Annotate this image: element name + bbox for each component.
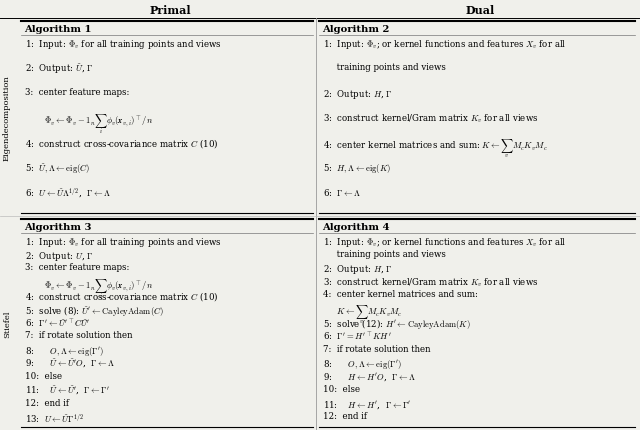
Text: Algorithm 3: Algorithm 3: [24, 222, 92, 231]
Text: 2:  Output: $H$, $\Gamma$: 2: Output: $H$, $\Gamma$: [323, 263, 393, 276]
Text: Eigendecomposition: Eigendecomposition: [3, 75, 11, 160]
Text: 1:  Input: $\Phi_v$ for all training points and views: 1: Input: $\Phi_v$ for all training poin…: [25, 38, 222, 51]
Text: 4:  center kernel matrices and sum: $K \leftarrow \sum_v M_c K_v M_c$: 4: center kernel matrices and sum: $K \l…: [323, 137, 548, 160]
Text: Algorithm 2: Algorithm 2: [322, 25, 389, 34]
Text: 8:      $O, \boldsymbol{\Lambda} \leftarrow \mathrm{eig}(\Gamma')$: 8: $O, \boldsymbol{\Lambda} \leftarrow \…: [323, 357, 402, 370]
Text: 10:  else: 10: else: [323, 384, 360, 393]
Text: 5:  solve (12): $H' \leftarrow \mathrm{CayleyAdam}(K)$: 5: solve (12): $H' \leftarrow \mathrm{Ca…: [323, 316, 470, 331]
Text: 6:  $\Gamma' = H'^\top K H'$: 6: $\Gamma' = H'^\top K H'$: [323, 330, 392, 343]
Text: 12:  end if: 12: end if: [25, 398, 69, 407]
Text: 1:  Input: $\Phi_v$; or kernel functions and features $X_v$ for all: 1: Input: $\Phi_v$; or kernel functions …: [323, 38, 566, 51]
Text: $\Phi_v \leftarrow \Phi_v - \mathbf{1}_n \sum_i \phi_v(\boldsymbol{x}_{v,i})^\to: $\Phi_v \leftarrow \Phi_v - \mathbf{1}_n…: [25, 112, 154, 136]
Text: 7:  if rotate solution then: 7: if rotate solution then: [323, 344, 431, 353]
Text: training points and views: training points and views: [323, 249, 446, 258]
Text: 11:    $H \leftarrow H'$,  $\Gamma \leftarrow \Gamma'$: 11: $H \leftarrow H'$, $\Gamma \leftarro…: [323, 398, 412, 409]
Text: Primal: Primal: [149, 4, 191, 15]
Text: Algorithm 1: Algorithm 1: [24, 25, 92, 34]
Text: 9:      $H \leftarrow H'O$,  $\Gamma \leftarrow \boldsymbol{\Lambda}$: 9: $H \leftarrow H'O$, $\Gamma \leftarro…: [323, 371, 417, 382]
Text: $K \leftarrow \sum_v M_c K_v M_c$: $K \leftarrow \sum_v M_c K_v M_c$: [323, 303, 403, 326]
Text: Algorithm 4: Algorithm 4: [322, 222, 390, 231]
Text: 4:  center kernel matrices and sum:: 4: center kernel matrices and sum:: [323, 290, 478, 298]
Text: 1:  Input: $\Phi_v$; or kernel functions and features $X_v$ for all: 1: Input: $\Phi_v$; or kernel functions …: [323, 236, 566, 249]
Text: 2:  Output: $U$, $\Gamma$: 2: Output: $U$, $\Gamma$: [25, 249, 93, 262]
Text: 6:  $\Gamma \leftarrow \boldsymbol{\Lambda}$: 6: $\Gamma \leftarrow \boldsymbol{\Lambd…: [323, 187, 362, 198]
Text: 3:  construct kernel/Gram matrix $K_v$ for all views: 3: construct kernel/Gram matrix $K_v$ fo…: [323, 112, 538, 125]
Text: 10:  else: 10: else: [25, 371, 62, 380]
Text: 12:  end if: 12: end if: [323, 412, 367, 421]
Text: 9:      $\tilde{U} \leftarrow \tilde{U}'O$,  $\Gamma \leftarrow \boldsymbol{\Lam: 9: $\tilde{U} \leftarrow \tilde{U}'O$, $…: [25, 357, 115, 369]
Text: 5:  $\tilde{U}, \boldsymbol{\Lambda} \leftarrow \mathrm{eig}(C)$: 5: $\tilde{U}, \boldsymbol{\Lambda} \lef…: [25, 162, 90, 175]
Text: 7:  if rotate solution then: 7: if rotate solution then: [25, 330, 132, 339]
Text: 3:  construct kernel/Gram matrix $K_v$ for all views: 3: construct kernel/Gram matrix $K_v$ fo…: [323, 276, 538, 289]
Text: 6:  $U \leftarrow \tilde{U}\boldsymbol{\Lambda}^{1/2}$,  $\Gamma \leftarrow \bol: 6: $U \leftarrow \tilde{U}\boldsymbol{\L…: [25, 187, 111, 200]
Text: Dual: Dual: [465, 4, 495, 15]
Text: 13:  $U \leftarrow \tilde{U}\Gamma^{1/2}$: 13: $U \leftarrow \tilde{U}\Gamma^{1/2}$: [25, 412, 84, 424]
Text: 11:    $\tilde{U} \leftarrow \tilde{U}'$,  $\Gamma \leftarrow \Gamma'$: 11: $\tilde{U} \leftarrow \tilde{U}'$, $…: [25, 384, 110, 396]
Text: 2:  Output: $\tilde{U}$, $\Gamma$: 2: Output: $\tilde{U}$, $\Gamma$: [25, 63, 93, 76]
Text: 5:  solve (8): $\tilde{U}' \leftarrow \mathrm{CayleyAdam}(C)$: 5: solve (8): $\tilde{U}' \leftarrow \ma…: [25, 303, 164, 317]
Text: training points and views: training points and views: [323, 63, 446, 72]
Text: 4:  construct cross-covariance matrix $C$ (10): 4: construct cross-covariance matrix $C$…: [25, 137, 218, 150]
Text: 2:  Output: $H$, $\Gamma$: 2: Output: $H$, $\Gamma$: [323, 88, 393, 101]
Text: 5:  $H, \boldsymbol{\Lambda} \leftarrow \mathrm{eig}(K)$: 5: $H, \boldsymbol{\Lambda} \leftarrow \…: [323, 162, 391, 175]
Text: 1:  Input: $\Phi_v$ for all training points and views: 1: Input: $\Phi_v$ for all training poin…: [25, 236, 222, 249]
Text: Stiefel: Stiefel: [3, 310, 11, 337]
Text: 6:  $\Gamma' \leftarrow \tilde{U}'^\top C\tilde{U}'$: 6: $\Gamma' \leftarrow \tilde{U}'^\top C…: [25, 316, 91, 329]
Text: $\Phi_v \leftarrow \Phi_v - \mathbf{1}_n \sum_i \phi_v(\boldsymbol{x}_{v,i})^\to: $\Phi_v \leftarrow \Phi_v - \mathbf{1}_n…: [25, 276, 154, 300]
Text: 3:  center feature maps:: 3: center feature maps:: [25, 88, 129, 96]
Text: 8:      $O, \boldsymbol{\Lambda} \leftarrow \mathrm{eig}(\Gamma')$: 8: $O, \boldsymbol{\Lambda} \leftarrow \…: [25, 344, 104, 357]
Text: 3:  center feature maps:: 3: center feature maps:: [25, 263, 129, 271]
Text: 4:  construct cross-covariance matrix $C$ (10): 4: construct cross-covariance matrix $C$…: [25, 290, 218, 303]
